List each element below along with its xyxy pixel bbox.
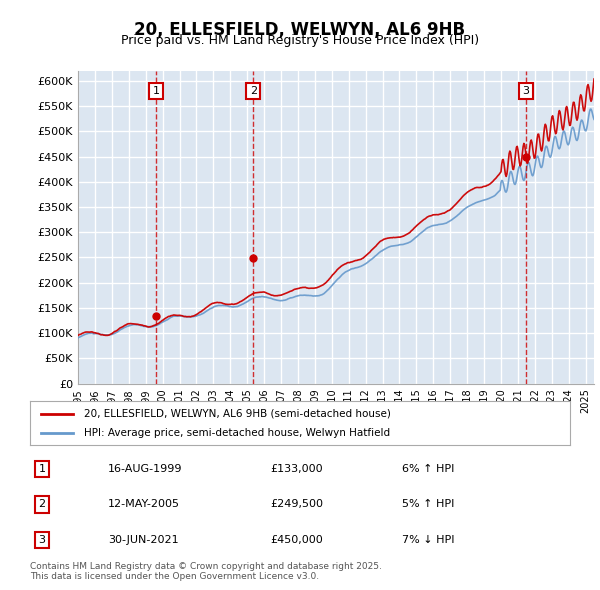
Text: 7% ↓ HPI: 7% ↓ HPI [402,535,455,545]
Text: 12-MAY-2005: 12-MAY-2005 [108,500,180,509]
Text: 30-JUN-2021: 30-JUN-2021 [108,535,179,545]
Text: 16-AUG-1999: 16-AUG-1999 [108,464,182,474]
Text: £249,500: £249,500 [270,500,323,509]
Text: £450,000: £450,000 [270,535,323,545]
Text: Price paid vs. HM Land Registry's House Price Index (HPI): Price paid vs. HM Land Registry's House … [121,34,479,47]
Text: 6% ↑ HPI: 6% ↑ HPI [402,464,454,474]
Text: 2: 2 [250,86,257,96]
Text: 20, ELLESFIELD, WELWYN, AL6 9HB (semi-detached house): 20, ELLESFIELD, WELWYN, AL6 9HB (semi-de… [84,409,391,418]
Text: 20, ELLESFIELD, WELWYN, AL6 9HB: 20, ELLESFIELD, WELWYN, AL6 9HB [134,21,466,39]
Text: HPI: Average price, semi-detached house, Welwyn Hatfield: HPI: Average price, semi-detached house,… [84,428,390,438]
Text: 2: 2 [38,500,46,509]
Text: 1: 1 [152,86,160,96]
Text: Contains HM Land Registry data © Crown copyright and database right 2025.
This d: Contains HM Land Registry data © Crown c… [30,562,382,581]
Text: 3: 3 [523,86,530,96]
Text: £133,000: £133,000 [270,464,323,474]
Text: 5% ↑ HPI: 5% ↑ HPI [402,500,454,509]
Text: 1: 1 [38,464,46,474]
Text: 3: 3 [38,535,46,545]
